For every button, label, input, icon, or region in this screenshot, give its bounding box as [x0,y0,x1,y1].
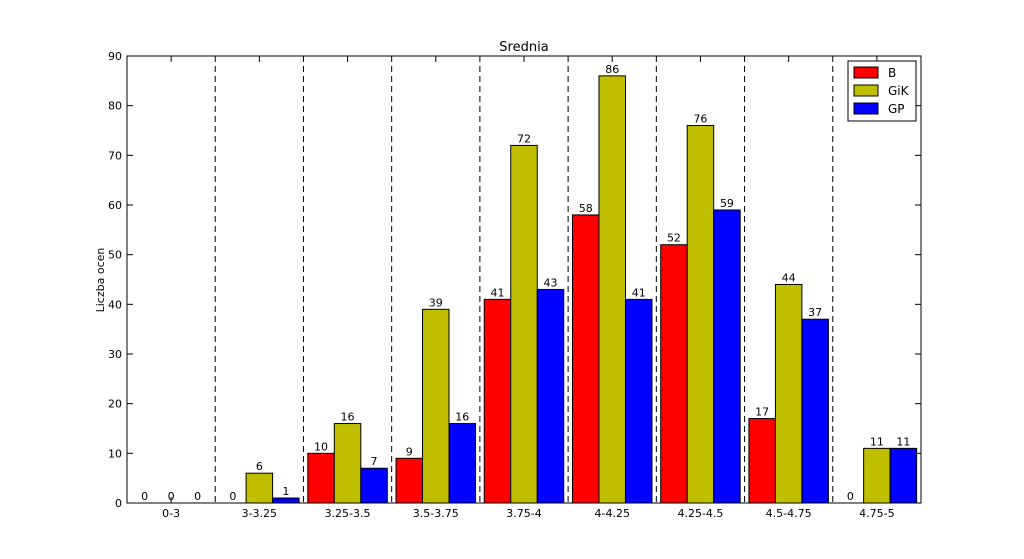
bar-gik [333,423,362,504]
y-axis-label: Liczba ocen [94,248,107,313]
y-tick-label: 50 [108,249,122,262]
data-label: 0 [168,490,175,503]
x-tick-label: 3.25-3.5 [325,507,371,520]
data-label: 52 [667,232,681,245]
chart-title: Srednia [499,40,548,55]
x-tick-label: 3-3.25 [242,507,277,520]
bar-gik [245,472,274,504]
data-label: 0 [847,490,854,503]
bar-b [483,298,512,504]
bar-gik [863,447,891,504]
data-label: 6 [256,460,263,473]
bar-b [571,214,600,504]
bar-gik [422,308,450,504]
x-tick-label: 3.5-3.75 [413,507,459,520]
bar-b [395,457,424,504]
bar-gik [510,144,538,504]
data-label: 11 [870,435,884,448]
data-label: 58 [579,202,593,215]
data-label: 37 [808,306,822,319]
bar-gp [713,209,741,504]
y-tick-label: 30 [108,348,122,361]
x-tick-label: 4.5-4.75 [766,507,812,520]
data-label: 16 [341,411,355,424]
data-label: 44 [782,271,796,284]
x-tick-label: 4.75-5 [859,507,894,520]
legend-swatch-gik [853,84,879,97]
x-tick-label: 4.25-4.5 [677,507,723,520]
data-label: 7 [371,455,378,468]
data-label: 43 [544,276,558,289]
y-tick-label: 60 [108,199,122,212]
bar-gik [598,75,626,504]
y-tick-label: 70 [108,149,122,162]
x-tick-label: 0-3 [162,507,180,520]
bar-b [307,452,335,504]
axes-frame [126,55,922,504]
data-label: 17 [755,406,769,419]
data-label: 9 [406,445,413,458]
y-tick-label: 90 [108,50,122,63]
y-tick-label: 0 [115,497,122,510]
bar-b [660,244,688,504]
bar-gik [686,125,715,504]
legend: B GiK GP [847,60,917,122]
bar-gp [448,423,477,504]
data-label: 1 [282,485,289,498]
bar-b [748,418,776,504]
data-label: 41 [632,286,646,299]
data-label: 86 [605,63,619,76]
bar-gp [272,497,300,504]
x-tick-label: 4-4.25 [594,507,629,520]
bar-gp [624,298,653,504]
y-tick-label: 20 [108,398,122,411]
data-label: 16 [455,411,469,424]
bar-gp [801,318,829,504]
x-tick-label: 3.75-4 [506,507,541,520]
bar-gp [536,288,565,504]
data-label: 41 [491,286,505,299]
bar-gik [774,283,803,504]
legend-label: GP [888,102,905,116]
y-tick-label: 10 [108,447,122,460]
data-label: 59 [720,197,734,210]
y-tick-label: 80 [108,100,122,113]
legend-label: GiK [888,84,910,98]
legend-swatch-gp [853,102,879,115]
data-label: 39 [429,296,443,309]
data-label: 11 [896,435,910,448]
data-label: 0 [229,490,236,503]
data-label: 0 [194,490,201,503]
legend-label: B [888,66,896,80]
bar-gp [889,447,918,504]
legend-swatch-b [853,66,879,79]
data-label: 0 [141,490,148,503]
data-label: 72 [517,132,531,145]
bar-gp [360,467,388,504]
data-label: 10 [314,440,328,453]
data-label: 76 [693,113,707,126]
y-tick-label: 40 [108,298,122,311]
